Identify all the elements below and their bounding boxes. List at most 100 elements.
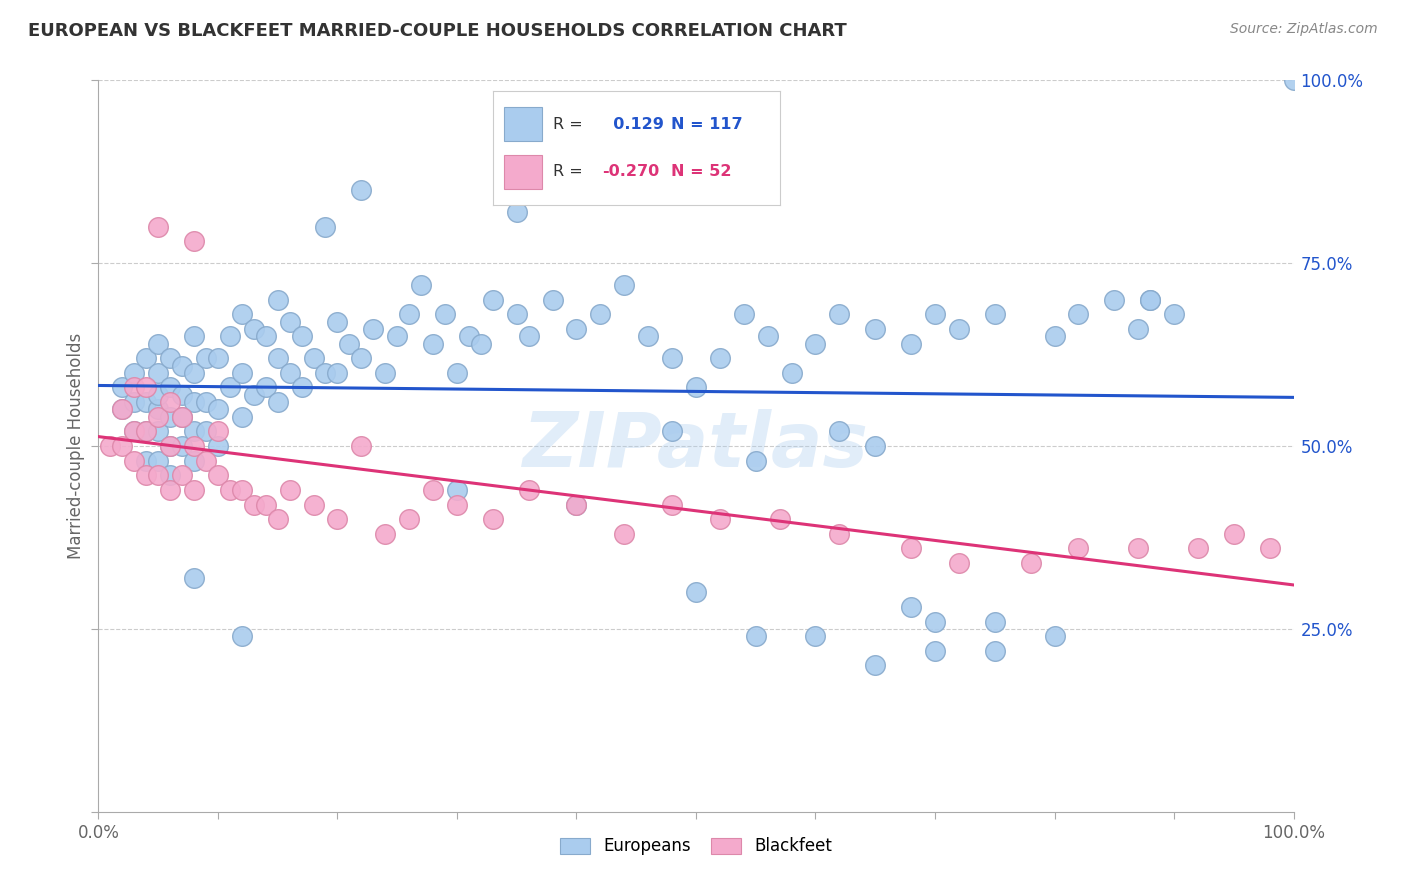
Point xyxy=(745,629,768,643)
Point xyxy=(195,453,218,467)
Point xyxy=(172,388,194,402)
Point xyxy=(124,425,146,439)
Point xyxy=(350,183,373,197)
Point xyxy=(1043,629,1066,643)
Point xyxy=(1128,541,1150,556)
Point xyxy=(350,439,373,453)
Point xyxy=(183,453,205,467)
Point xyxy=(1128,322,1150,336)
Point xyxy=(183,483,205,497)
Point xyxy=(148,425,170,439)
Point xyxy=(1104,293,1126,307)
Point xyxy=(111,402,134,417)
Point xyxy=(506,307,529,321)
Point xyxy=(207,425,229,439)
Point xyxy=(219,483,242,497)
Point xyxy=(685,380,707,394)
Point xyxy=(315,366,337,380)
Point xyxy=(135,395,157,409)
Point xyxy=(613,526,636,541)
Point xyxy=(481,512,505,526)
Point xyxy=(565,498,588,512)
Point xyxy=(948,556,970,570)
Point xyxy=(900,541,922,556)
Point xyxy=(1067,307,1090,321)
Point xyxy=(172,359,194,373)
Point xyxy=(135,425,157,439)
Point xyxy=(148,468,170,483)
Point xyxy=(481,293,505,307)
Point xyxy=(243,322,266,336)
Point xyxy=(350,351,373,366)
Point xyxy=(135,380,157,394)
Point xyxy=(900,336,922,351)
Point xyxy=(745,453,768,467)
Point xyxy=(302,351,325,366)
Point xyxy=(804,629,827,643)
Point xyxy=(183,425,205,439)
Point xyxy=(291,329,314,343)
Point xyxy=(326,315,349,329)
Point xyxy=(111,439,134,453)
Text: ZIPatlas: ZIPatlas xyxy=(523,409,869,483)
Point xyxy=(984,615,1007,629)
Point xyxy=(219,329,242,343)
Point xyxy=(98,439,122,453)
Point xyxy=(398,512,420,526)
Point xyxy=(924,615,946,629)
Point xyxy=(339,336,361,351)
Point xyxy=(900,599,922,614)
Point xyxy=(231,409,253,424)
Point xyxy=(768,512,790,526)
Point xyxy=(207,439,229,453)
Point xyxy=(1258,541,1281,556)
Point xyxy=(172,409,194,424)
Point xyxy=(148,219,170,234)
Point xyxy=(1067,541,1090,556)
Point xyxy=(446,366,468,380)
Point xyxy=(243,388,266,402)
Point xyxy=(506,205,529,219)
Point xyxy=(434,307,457,321)
Point xyxy=(231,629,253,643)
Point xyxy=(1019,556,1042,570)
Point xyxy=(446,498,468,512)
Point xyxy=(828,425,851,439)
Point xyxy=(183,571,205,585)
Point xyxy=(148,453,170,467)
Point xyxy=(278,315,301,329)
Point xyxy=(254,329,277,343)
Point xyxy=(1163,307,1185,321)
Point xyxy=(207,402,229,417)
Text: EUROPEAN VS BLACKFEET MARRIED-COUPLE HOUSEHOLDS CORRELATION CHART: EUROPEAN VS BLACKFEET MARRIED-COUPLE HOU… xyxy=(28,22,846,40)
Point xyxy=(135,453,157,467)
Y-axis label: Married-couple Households: Married-couple Households xyxy=(66,333,84,559)
Point xyxy=(1139,293,1161,307)
Point xyxy=(924,307,946,321)
Point xyxy=(326,512,349,526)
Point xyxy=(124,453,146,467)
Point xyxy=(195,395,218,409)
Point xyxy=(804,336,827,351)
Point xyxy=(756,329,779,343)
Point xyxy=(278,366,301,380)
Point xyxy=(1139,293,1161,307)
Point xyxy=(709,512,731,526)
Point xyxy=(517,329,540,343)
Point xyxy=(159,439,181,453)
Point xyxy=(685,585,707,599)
Point xyxy=(148,336,170,351)
Point xyxy=(231,307,253,321)
Point xyxy=(111,380,134,394)
Point xyxy=(398,307,420,321)
Point xyxy=(302,498,325,512)
Point xyxy=(183,395,205,409)
Point xyxy=(254,498,277,512)
Point xyxy=(278,483,301,497)
Point xyxy=(661,425,683,439)
Point xyxy=(183,329,205,343)
Point xyxy=(135,351,157,366)
Point xyxy=(183,234,205,248)
Point xyxy=(374,526,396,541)
Point xyxy=(589,307,612,321)
